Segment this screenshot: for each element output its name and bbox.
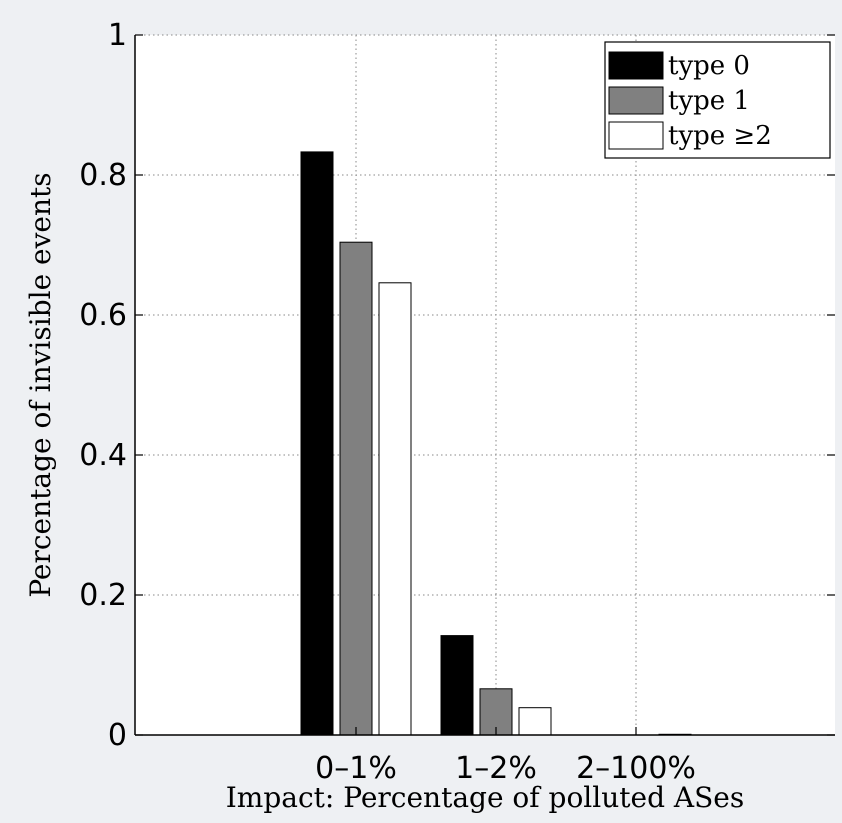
legend-label: type 0: [668, 51, 750, 81]
x-tick-label: 2–100%: [576, 751, 696, 786]
bar-1-2: [518, 707, 552, 736]
y-tick-label: 0.4: [79, 438, 127, 473]
x-tick-label: 0–1%: [315, 751, 397, 786]
y-tick-label: 0.2: [79, 578, 127, 613]
y-tick-label: 0.8: [79, 158, 127, 193]
x-axis-label: Impact: Percentage of polluted ASes: [226, 781, 745, 814]
y-tick-label: 0: [108, 718, 127, 753]
legend-swatch: [608, 86, 664, 115]
bars: [300, 151, 692, 736]
y-tick-label: 1: [108, 18, 127, 53]
x-axis-ticks: 0–1% 1–2% 2–100%: [315, 727, 696, 786]
bar-0-2: [378, 282, 412, 736]
y-tick-label: 0.6: [79, 298, 127, 333]
legend-label: type ≥2: [668, 121, 772, 151]
bar-1-0: [440, 635, 474, 736]
y-axis-label: Percentage of invisible events: [24, 172, 57, 597]
bar-0-0: [300, 151, 334, 736]
y-axis-ticks: 0 0.2 0.4 0.6 0.8 1: [79, 18, 835, 753]
bar-0-1: [339, 241, 373, 736]
x-tick-label: 1–2%: [455, 751, 537, 786]
legend-swatch: [608, 121, 664, 150]
legend-label: type 1: [668, 86, 750, 116]
legend-swatch: [608, 51, 664, 80]
legend: type 0 type 1 type ≥2: [604, 41, 831, 159]
